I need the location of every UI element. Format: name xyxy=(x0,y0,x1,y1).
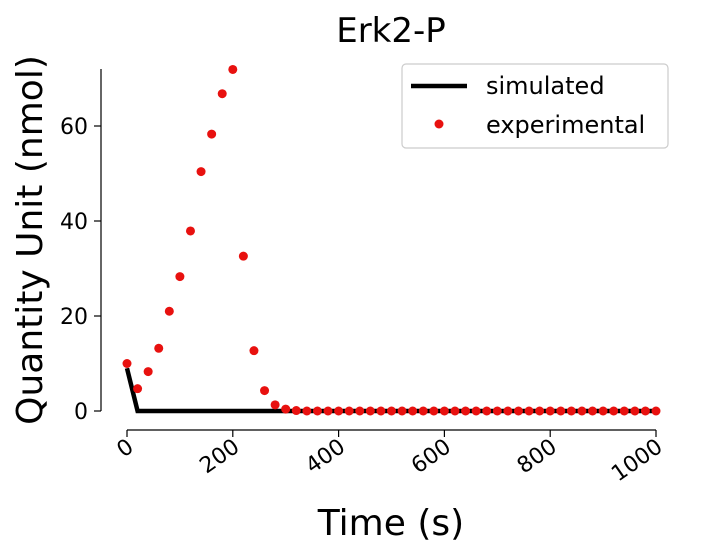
legend-simulated-label: simulated xyxy=(486,72,605,100)
data-point-experimental xyxy=(196,167,206,177)
chart-title: Erk2-P xyxy=(336,11,446,51)
y-axis-title: Quantity Unit (nmol) xyxy=(10,55,51,425)
data-point-experimental xyxy=(281,404,291,414)
data-point-experimental xyxy=(355,406,365,416)
data-point-experimental xyxy=(619,406,629,416)
x-tick-label: 0 xyxy=(113,434,139,463)
data-point-experimental xyxy=(630,406,640,416)
data-point-experimental xyxy=(312,406,322,416)
data-point-experimental xyxy=(238,251,248,261)
x-axis-title: Time (s) xyxy=(317,503,464,544)
data-point-experimental xyxy=(566,406,576,416)
data-point-experimental xyxy=(291,406,301,416)
series-layer xyxy=(122,64,661,416)
y-tick-label: 20 xyxy=(60,305,88,330)
data-point-experimental xyxy=(450,406,460,416)
data-point-experimental xyxy=(154,343,164,353)
data-point-experimental xyxy=(302,406,312,416)
data-point-experimental xyxy=(492,406,502,416)
data-point-experimental xyxy=(376,406,386,416)
data-point-experimental xyxy=(164,306,174,316)
data-point-experimental xyxy=(429,406,439,416)
data-point-experimental xyxy=(524,406,534,416)
legend-experimental-label: experimental xyxy=(486,111,645,139)
data-point-experimental xyxy=(588,406,598,416)
data-point-experimental xyxy=(323,406,333,416)
data-point-experimental xyxy=(482,406,492,416)
x-tick-label: 400 xyxy=(301,434,350,479)
y-tick-label: 60 xyxy=(60,115,88,140)
data-point-experimental xyxy=(418,406,428,416)
data-point-experimental xyxy=(249,346,259,356)
y-ticks: 0 20 40 60 xyxy=(60,115,101,425)
data-point-experimental xyxy=(133,384,143,394)
data-point-experimental xyxy=(408,406,418,416)
data-point-experimental xyxy=(397,406,407,416)
data-point-experimental xyxy=(598,406,608,416)
data-point-experimental xyxy=(387,406,396,416)
data-point-experimental xyxy=(439,406,449,416)
data-point-experimental xyxy=(122,359,132,368)
data-point-experimental xyxy=(207,129,217,139)
data-point-experimental xyxy=(260,386,270,396)
data-point-experimental xyxy=(461,406,471,416)
data-point-experimental xyxy=(577,406,587,416)
y-tick-label: 0 xyxy=(74,400,88,425)
legend-frame xyxy=(401,63,669,149)
y-tick-label: 40 xyxy=(60,210,88,235)
data-point-experimental xyxy=(270,400,280,410)
data-point-experimental xyxy=(640,406,650,416)
data-point-experimental xyxy=(609,406,619,416)
data-point-experimental xyxy=(556,406,566,416)
data-point-experimental xyxy=(344,406,354,416)
x-ticks: 0 200 400 600 800 1000 xyxy=(113,430,667,487)
data-point-experimental xyxy=(471,406,481,416)
series-line-simulated xyxy=(124,367,656,414)
data-point-experimental xyxy=(185,226,195,236)
legend: simulated experimental xyxy=(401,63,669,149)
data-point-experimental xyxy=(535,406,545,416)
data-point-experimental xyxy=(503,406,513,416)
data-point-experimental xyxy=(513,406,523,416)
legend-experimental-swatch xyxy=(434,119,444,129)
x-tick-label: 1000 xyxy=(607,434,667,487)
data-point-experimental xyxy=(545,406,555,416)
x-tick-label: 800 xyxy=(513,434,562,479)
data-point-experimental xyxy=(365,406,375,416)
data-point-experimental xyxy=(334,406,344,416)
x-tick-label: 200 xyxy=(195,434,244,479)
data-point-experimental xyxy=(651,406,661,416)
data-point-experimental xyxy=(217,89,227,99)
data-point-experimental xyxy=(175,272,185,282)
data-point-experimental xyxy=(228,64,238,74)
x-tick-label: 600 xyxy=(407,434,456,479)
data-point-experimental xyxy=(143,367,153,377)
